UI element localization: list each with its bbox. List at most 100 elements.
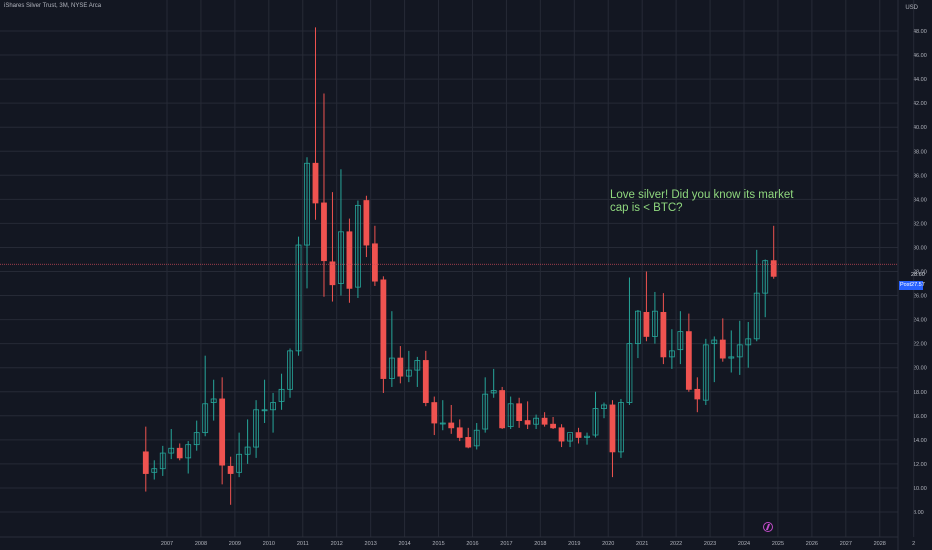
candle-body (439, 422, 446, 425)
candle-body (507, 403, 514, 428)
candle-body (312, 162, 319, 204)
y-tick-label: 40.00 (913, 125, 927, 131)
candle-body (618, 402, 624, 453)
candle-body (202, 403, 209, 434)
candle-body (295, 244, 302, 352)
candle-body (736, 344, 743, 358)
candle-body (236, 453, 243, 473)
candle-body (473, 429, 480, 447)
candle-body (668, 350, 675, 358)
candle-body (338, 231, 344, 284)
candle-body (702, 344, 709, 401)
x-tick-label: 2015 (432, 541, 444, 547)
y-tick-label: 20.00 (913, 366, 927, 372)
y-tick-label: 48.00 (913, 29, 927, 35)
x-tick-label: 2022 (670, 541, 682, 547)
y-tick-label: 28.00 (913, 270, 927, 276)
x-tick-label: 2 (912, 541, 915, 547)
candle-body (261, 409, 268, 412)
x-tick-label: 2007 (161, 541, 173, 547)
candle-body (558, 427, 565, 442)
y-tick-label: 14.00 (913, 438, 927, 444)
candle-body (422, 360, 429, 403)
candle-body (541, 417, 548, 425)
candle-body (643, 311, 650, 337)
candle-body (414, 360, 421, 371)
y-tick-label: 42.00 (913, 101, 927, 107)
x-tick-label: 2024 (738, 541, 750, 547)
x-tick-label: 2026 (806, 541, 818, 547)
x-tick-label: 2016 (466, 541, 478, 547)
x-tick-label: 2019 (568, 541, 580, 547)
y-tick-label: 10.00 (913, 486, 927, 492)
candle-body (287, 350, 293, 390)
y-tick-label: 46.00 (913, 53, 927, 59)
price-tag-label: Post (900, 282, 912, 288)
y-tick-label: 24.00 (913, 318, 927, 324)
candle-body (219, 398, 226, 466)
candle-body (685, 331, 692, 390)
y-tick-label: 18.00 (913, 390, 927, 396)
last-price-label: 28.60 (911, 272, 925, 278)
candle-body (253, 409, 259, 448)
candle-body (728, 356, 735, 359)
candle-body (694, 388, 701, 400)
candle-body (380, 279, 387, 379)
y-tick-label: 30.00 (913, 245, 927, 251)
candle-body (567, 432, 573, 442)
x-tick-label: 2028 (874, 541, 886, 547)
chart-annotation[interactable]: Love silver! Did you know its market cap… (610, 189, 794, 214)
post-market-price-tag: Post 27.57 (899, 281, 925, 290)
candle-body (482, 393, 489, 430)
y-tick-label: 38.00 (913, 149, 927, 155)
x-tick-label: 2020 (602, 541, 614, 547)
candle-body (388, 357, 395, 379)
candle-body (159, 452, 166, 470)
candle-body (753, 292, 760, 340)
candle-body (584, 435, 590, 438)
y-tick-label: 12.00 (913, 462, 927, 468)
y-tick-label: 36.00 (913, 173, 927, 179)
currency-label: USD (905, 5, 918, 11)
x-tick-label: 2013 (365, 541, 377, 547)
candle-body (193, 432, 200, 446)
x-tick-label: 2009 (229, 541, 241, 547)
candle-body (550, 423, 556, 429)
candle-body (168, 447, 175, 454)
x-tick-label: 2010 (263, 541, 275, 547)
x-tick-label: 2021 (636, 541, 648, 547)
x-tick-label: 2012 (331, 541, 343, 547)
candle-body (244, 446, 251, 455)
candle-body (490, 390, 497, 394)
candle-body (431, 402, 438, 424)
candle-body (711, 339, 718, 345)
price-tag-value: 27.57 (911, 282, 925, 288)
candle-body (660, 311, 667, 358)
x-tick-label: 2023 (704, 541, 716, 547)
candle-body (405, 369, 412, 377)
candle-body (176, 447, 183, 459)
candle-body (762, 260, 769, 294)
candle-body (329, 261, 336, 286)
candle-body (355, 204, 361, 288)
tradingview-logo-icon[interactable] (763, 522, 773, 532)
y-tick-label: 34.00 (913, 197, 927, 203)
x-tick-label: 2014 (398, 541, 410, 547)
candle-body (609, 404, 616, 453)
candle-body (719, 339, 726, 359)
x-tick-label: 2018 (534, 541, 546, 547)
x-tick-label: 2025 (772, 541, 784, 547)
candle-body (652, 310, 658, 337)
candle-body (151, 468, 158, 473)
candle-body (533, 417, 540, 425)
candle-body (592, 408, 599, 436)
y-tick-label: 16.00 (913, 414, 927, 420)
candle-body (363, 200, 370, 246)
candle-body (278, 388, 285, 402)
candle-body (448, 422, 455, 429)
x-tick-label: 2027 (840, 541, 852, 547)
y-tick-label: 22.00 (913, 342, 927, 348)
symbol-title[interactable]: iShares Silver Trust, 3M, NYSE Arca (4, 3, 102, 9)
